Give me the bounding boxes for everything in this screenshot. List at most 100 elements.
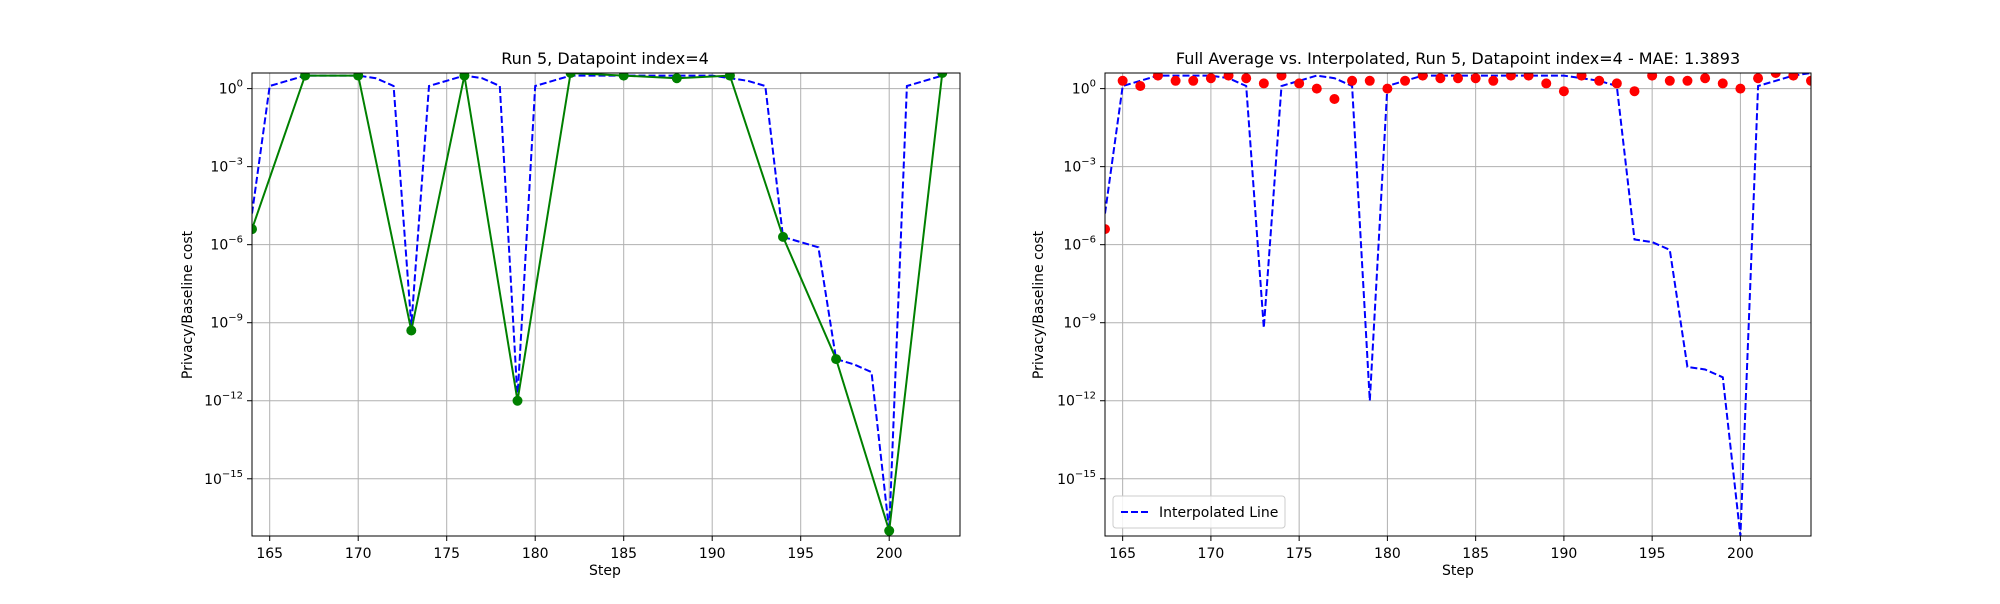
right-chart-scatter-point xyxy=(1717,78,1728,89)
left-chart-line-marker xyxy=(778,231,788,242)
right-chart-scatter-point xyxy=(1453,73,1463,84)
left-chart-line-marker xyxy=(618,73,629,81)
right-chart-scatter-point xyxy=(1417,73,1428,81)
right-chart-ytick-label-2: 10−6 xyxy=(1063,235,1096,254)
right-chart-axes-frame xyxy=(1104,72,1812,537)
left-chart-line-marker xyxy=(353,73,364,81)
right-chart-scatter-point xyxy=(1647,73,1658,81)
left-chart-ylabel: Privacy/Baseline cost xyxy=(180,230,196,379)
left-chart-xtick-label-200: 200 xyxy=(876,546,903,562)
right-chart-scatter-point xyxy=(1735,83,1746,94)
right-chart-xtick-label-165: 165 xyxy=(1109,546,1136,562)
right-chart-xlabel: Step xyxy=(1442,563,1474,579)
left-chart-xlabel: Step xyxy=(589,563,621,579)
right-chart-scatter-point xyxy=(1117,75,1128,86)
right-chart-dashed-line xyxy=(1105,73,1811,536)
left-chart-xtick-label-170: 170 xyxy=(345,546,372,562)
right-chart-scatter-point xyxy=(1753,73,1764,84)
right-chart-scatter-point xyxy=(1276,73,1287,81)
left-chart-ytick-label-3: 10−9 xyxy=(210,313,243,332)
right-chart-ytick-label-5: 10−15 xyxy=(1057,469,1096,488)
right-chart-xtick-label-175: 175 xyxy=(1286,546,1313,562)
right-chart-scatter-point xyxy=(1347,75,1358,86)
right-chart-xtick-label-170: 170 xyxy=(1198,546,1225,562)
right-chart-xtick-label-180: 180 xyxy=(1374,546,1401,562)
right-chart-scatter-point xyxy=(1329,94,1340,105)
left-chart-xtick-label-165: 165 xyxy=(256,546,283,562)
right-chart-scatter-point xyxy=(1435,73,1446,84)
left-chart-line-marker xyxy=(565,73,576,78)
right-chart-scatter-point xyxy=(1170,75,1181,86)
right-chart-ytick-label-0: 100 xyxy=(1072,79,1096,98)
right-chart-scatter-point xyxy=(1594,75,1605,86)
right-chart-scatter-point xyxy=(1523,73,1534,81)
right-chart-scatter-point xyxy=(1152,73,1163,81)
right-chart-scatter-point xyxy=(1382,83,1393,94)
left-chart-xtick-label-180: 180 xyxy=(522,546,549,562)
left-chart-line-marker xyxy=(300,73,311,81)
left-chart-line-marker xyxy=(671,73,682,84)
right-chart-scatter-point xyxy=(1470,73,1481,84)
right-chart-scatter-point xyxy=(1105,224,1110,235)
right-chart-ytick-label-3: 10−9 xyxy=(1063,313,1096,332)
left-chart-line-marker xyxy=(252,224,257,235)
right-chart-scatter-point xyxy=(1505,73,1516,81)
right-chart-scatter-point xyxy=(1400,75,1411,86)
right-chart-scatter-point xyxy=(1258,78,1269,89)
right-chart-xtick-label-185: 185 xyxy=(1462,546,1489,562)
left-chart-axes-frame xyxy=(251,72,961,537)
right-chart-ylabel: Privacy/Baseline cost xyxy=(1031,230,1047,379)
left-chart-line-marker xyxy=(884,525,895,536)
left-chart-line-marker xyxy=(724,73,735,81)
right-chart-ytick-label-4: 10−12 xyxy=(1057,391,1096,410)
left-chart-xtick-label-190: 190 xyxy=(699,546,726,562)
right-chart-grid xyxy=(1105,73,1811,536)
right-chart-scatter-point xyxy=(1488,75,1499,86)
right-chart-scatter-point xyxy=(1611,78,1622,89)
right-chart-scatter-point xyxy=(1205,73,1216,84)
right-chart-scatter-point xyxy=(1311,83,1322,94)
left-chart-xtick-label-185: 185 xyxy=(610,546,637,562)
right-chart-scatter-point xyxy=(1135,81,1146,92)
left-chart-xtick-label-175: 175 xyxy=(433,546,460,562)
left-chart-ytick-label-2: 10−6 xyxy=(210,235,243,254)
right-chart-scatter-point xyxy=(1294,78,1305,89)
right-chart-scatter-point xyxy=(1241,73,1252,84)
right-chart-scatter-point xyxy=(1629,86,1640,97)
left-chart-grid xyxy=(252,73,960,536)
right-chart: Full Average vs. Interpolated, Run 5, Da… xyxy=(1031,49,1812,579)
right-chart-legend-label: Interpolated Line xyxy=(1159,505,1278,521)
right-chart-scatter-point xyxy=(1664,75,1675,86)
left-chart-ytick-label-5: 10−15 xyxy=(204,469,243,488)
right-chart-scatter-point xyxy=(1788,73,1799,81)
left-chart-line-marker xyxy=(512,395,523,406)
left-chart-line-marker xyxy=(937,73,948,78)
left-chart-ytick-label-4: 10−12 xyxy=(204,391,243,410)
right-chart-xtick-label-190: 190 xyxy=(1551,546,1578,562)
left-chart-dashed-line xyxy=(252,74,943,531)
right-chart-scatter-point xyxy=(1223,73,1234,81)
right-chart-xtick-label-200: 200 xyxy=(1727,546,1754,562)
left-chart-ytick-label-1: 10−3 xyxy=(210,157,243,176)
left-chart-ytick-label-0: 100 xyxy=(219,79,243,98)
right-chart-scatter-point xyxy=(1364,75,1375,86)
right-chart-plot-area xyxy=(1105,73,1811,536)
right-chart-ytick-label-1: 10−3 xyxy=(1063,157,1096,176)
right-chart-scatter-point xyxy=(1700,73,1711,84)
right-chart-scatter-point xyxy=(1682,75,1693,86)
right-chart-legend-box xyxy=(1112,495,1286,529)
right-chart-xtick-label-195: 195 xyxy=(1639,546,1666,562)
right-chart-scatter-point xyxy=(1576,73,1587,81)
left-chart-title: Run 5, Datapoint index=4 xyxy=(501,49,709,68)
right-chart-title: Full Average vs. Interpolated, Run 5, Da… xyxy=(1176,49,1740,68)
right-chart-scatter-point xyxy=(1558,86,1569,97)
right-chart-legend: Interpolated Line xyxy=(1112,495,1286,529)
right-chart-scatter-point xyxy=(1188,75,1199,86)
left-chart-line-marker xyxy=(831,354,842,365)
right-chart-scatter-point xyxy=(1806,75,1811,86)
left-chart-xtick-label-195: 195 xyxy=(787,546,814,562)
left-chart: Run 5, Datapoint index=4 Step Privacy/Ba… xyxy=(180,49,961,579)
left-chart-line-marker xyxy=(406,325,417,336)
